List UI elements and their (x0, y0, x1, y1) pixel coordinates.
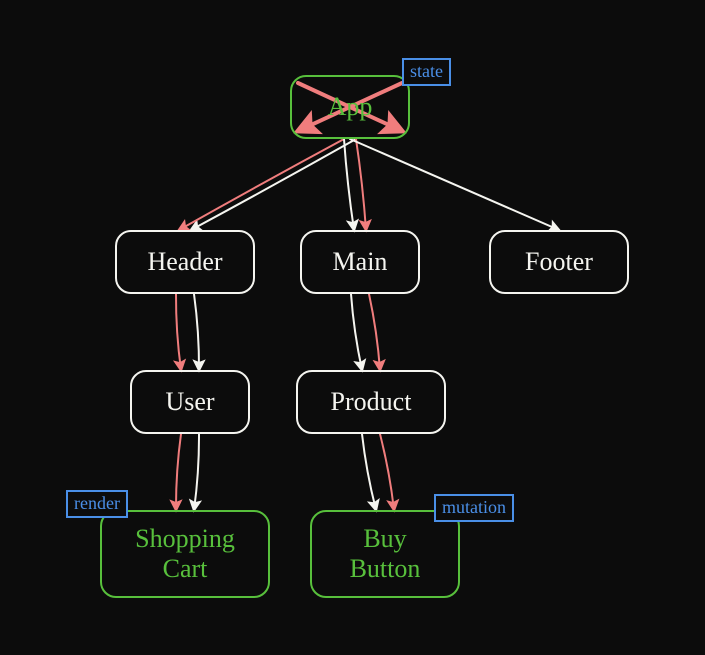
tag-mutation-label: mutation (442, 497, 506, 517)
tag-state: state (402, 58, 451, 86)
tag-state-label: state (410, 61, 443, 81)
tag-mutation: mutation (434, 494, 514, 522)
tag-render: render (66, 490, 128, 518)
component-tree-diagram (0, 0, 705, 655)
tag-render-label: render (74, 493, 120, 513)
